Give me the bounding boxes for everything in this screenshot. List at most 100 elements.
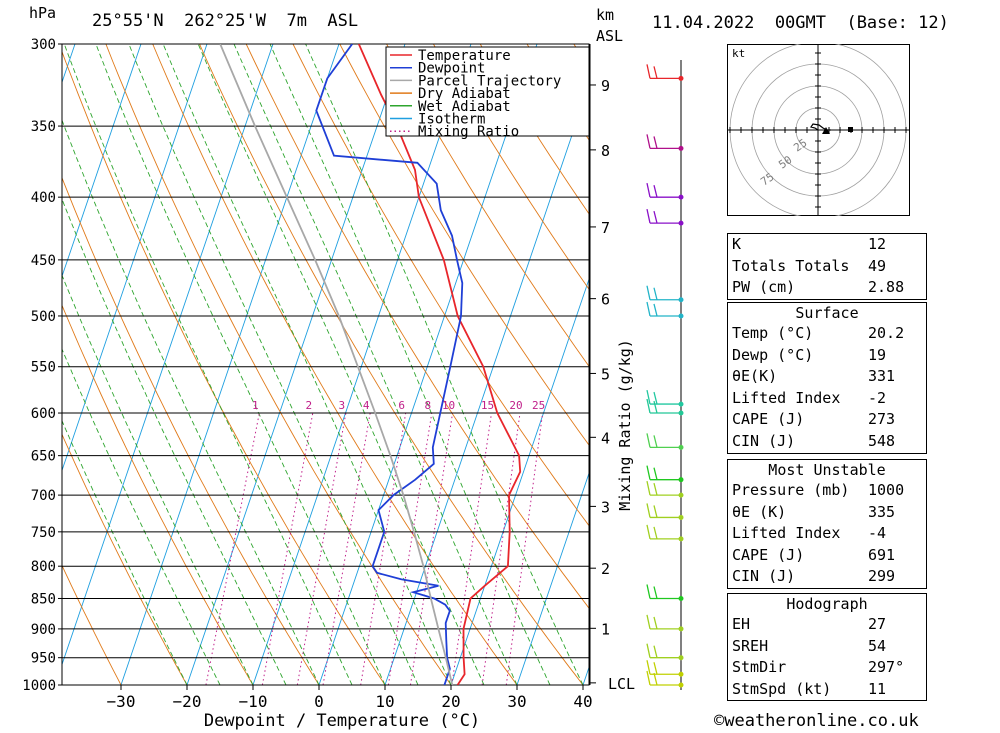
wind-barb bbox=[646, 584, 684, 601]
mu-title: Most Unstable bbox=[768, 461, 886, 479]
km-tick-label: 7 bbox=[601, 219, 610, 237]
wind-barb-flag bbox=[653, 505, 658, 518]
wind-barb-flag bbox=[653, 482, 658, 496]
indices-table: K 12 Totals Totals 49 PW (cm) 2.88 bbox=[727, 233, 927, 300]
series-parcel-trajectory bbox=[219, 44, 454, 685]
mixing-ratio-label: 3 bbox=[339, 399, 346, 412]
wind-barb bbox=[646, 670, 684, 688]
wind-barb-flag bbox=[653, 645, 658, 658]
wind-barb-flag bbox=[646, 64, 651, 79]
mixing-ratio-line bbox=[409, 412, 454, 685]
hodograph-mean-marker bbox=[822, 127, 830, 134]
pressure-unit-label: hPa bbox=[29, 4, 57, 22]
hodograph-table: Hodograph EH 27 SREH 54 StmDir 297° StmSpd … bbox=[727, 593, 927, 702]
surface-table: Surface Temp (°C) 20.2 Dewp (°C) 19 θE(K) 3… bbox=[727, 302, 927, 454]
pressure-tick-label: 600 bbox=[31, 406, 56, 422]
isotherm-line bbox=[62, 44, 274, 666]
wet-adiabat-line bbox=[62, 198, 287, 685]
wind-barb-flag bbox=[646, 524, 651, 540]
isotherm-line bbox=[450, 277, 589, 685]
pressure-tick-label: 300 bbox=[31, 37, 56, 53]
legend-label: Dewpoint bbox=[418, 61, 485, 77]
wind-barb-flag bbox=[653, 400, 658, 414]
wind-barb-flag bbox=[646, 285, 651, 300]
wind-barb-flag bbox=[646, 503, 651, 518]
pressure-tick-label: 850 bbox=[31, 591, 56, 607]
km-tick-label: 1 bbox=[601, 620, 610, 638]
x-tick-label: −10 bbox=[239, 692, 268, 711]
dry-adiabat-line bbox=[995, 44, 1000, 685]
mu-cape-label: CAPE (J) bbox=[732, 545, 805, 564]
wet-adiabat-line bbox=[62, 118, 320, 685]
datetime-title: 11.04.2022 00GMT (Base: 12) bbox=[652, 13, 949, 33]
dry-adiabat-line bbox=[199, 44, 584, 685]
surface-theta-value: 331 bbox=[868, 367, 896, 386]
wind-barb bbox=[646, 389, 684, 407]
isotherm-line bbox=[186, 44, 406, 685]
sreh-value: 54 bbox=[868, 636, 887, 655]
isotherm-line bbox=[516, 471, 589, 685]
wind-barb bbox=[646, 209, 684, 226]
dry-adiabat-line bbox=[386, 44, 589, 368]
location-title: 25°55'N 262°25'W 7m ASL bbox=[92, 11, 359, 31]
most-unstable-table: Most Unstable Pressure (mb) 1000 θE (K) 33… bbox=[727, 459, 927, 589]
legend-label: Dry Adiabat bbox=[418, 86, 511, 102]
mu-li-value: -4 bbox=[868, 524, 887, 543]
dry-adiabat-line bbox=[62, 433, 188, 685]
wind-barb-flag bbox=[646, 209, 651, 224]
wind-barb bbox=[646, 660, 684, 677]
eh-label: EH bbox=[732, 615, 751, 633]
asl-label: ASL bbox=[596, 27, 624, 45]
wind-barb bbox=[646, 524, 684, 542]
legend-label: Isotherm bbox=[418, 112, 485, 128]
wind-barb-flag bbox=[646, 389, 651, 405]
surface-li-value: -2 bbox=[868, 388, 887, 407]
isotherm-line bbox=[62, 44, 208, 472]
surface-theta-label: θE(K) bbox=[732, 367, 778, 386]
surface-title: Surface bbox=[795, 304, 859, 322]
mixing-ratio-line bbox=[481, 412, 521, 685]
mixing-ratio-label: 10 bbox=[442, 399, 455, 412]
mixing-ratio-line bbox=[205, 412, 260, 685]
wind-barb bbox=[646, 433, 684, 450]
wind-barb-flag bbox=[646, 398, 651, 414]
tt-label: Totals Totals bbox=[732, 256, 850, 275]
surface-cin-label: CIN (J) bbox=[732, 431, 796, 450]
isotherm-line bbox=[120, 44, 340, 685]
km-tick-label: 8 bbox=[601, 142, 610, 160]
pressure-tick-label: 450 bbox=[31, 253, 56, 269]
isotherm-line bbox=[0, 44, 9, 685]
hodograph-ring-label: 50 bbox=[776, 153, 794, 171]
surface-cape-label: CAPE (J) bbox=[732, 410, 805, 429]
x-tick-label: −30 bbox=[107, 692, 136, 711]
mixing-ratio-label: 6 bbox=[398, 399, 405, 412]
wind-barb-flag bbox=[646, 643, 651, 658]
mixing-ratio-line bbox=[322, 412, 371, 685]
series-dewpoint bbox=[315, 44, 464, 685]
pressure-tick-label: 950 bbox=[31, 651, 56, 667]
dry-adiabat-line bbox=[62, 564, 122, 685]
mu-cin-value: 299 bbox=[868, 567, 896, 586]
hodograph-unit: kt bbox=[732, 47, 745, 60]
km-tick-label: 4 bbox=[601, 429, 610, 447]
surface-cape-value: 273 bbox=[868, 410, 896, 429]
dry-adiabat-line bbox=[105, 44, 452, 685]
pressure-tick-label: 750 bbox=[31, 525, 56, 541]
x-tick-label: −20 bbox=[173, 692, 202, 711]
legend-label: Parcel Trajectory bbox=[418, 73, 561, 89]
surface-li-label: Lifted Index bbox=[732, 388, 841, 407]
mu-theta-value: 335 bbox=[868, 502, 896, 521]
wind-barb-flag bbox=[653, 391, 658, 405]
wind-barb bbox=[646, 134, 684, 151]
wet-adiabat-line bbox=[62, 419, 188, 685]
legend-label: Mixing Ratio bbox=[418, 124, 519, 140]
pressure-tick-label: 500 bbox=[31, 309, 56, 325]
k-label: K bbox=[732, 235, 742, 253]
hodograph-ring-label: 75 bbox=[758, 170, 776, 188]
surface-dewp-label: Dewp (°C) bbox=[732, 345, 814, 364]
wind-barb bbox=[646, 465, 684, 483]
wind-barb-flag bbox=[653, 66, 658, 79]
km-tick-label: 3 bbox=[601, 498, 610, 516]
